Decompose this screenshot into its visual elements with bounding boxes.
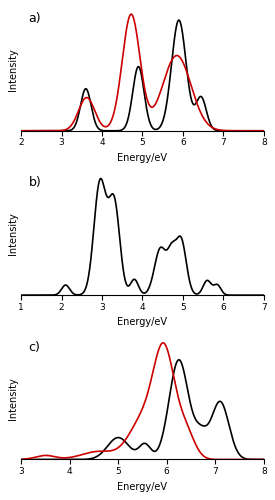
X-axis label: Energy/eV: Energy/eV (117, 153, 167, 163)
Text: b): b) (28, 176, 41, 190)
Y-axis label: Intensity: Intensity (8, 377, 18, 420)
X-axis label: Energy/eV: Energy/eV (117, 318, 167, 328)
X-axis label: Energy/eV: Energy/eV (117, 482, 167, 492)
Text: c): c) (28, 340, 40, 353)
Y-axis label: Intensity: Intensity (8, 212, 18, 256)
Y-axis label: Intensity: Intensity (8, 48, 18, 91)
Text: a): a) (28, 12, 41, 25)
